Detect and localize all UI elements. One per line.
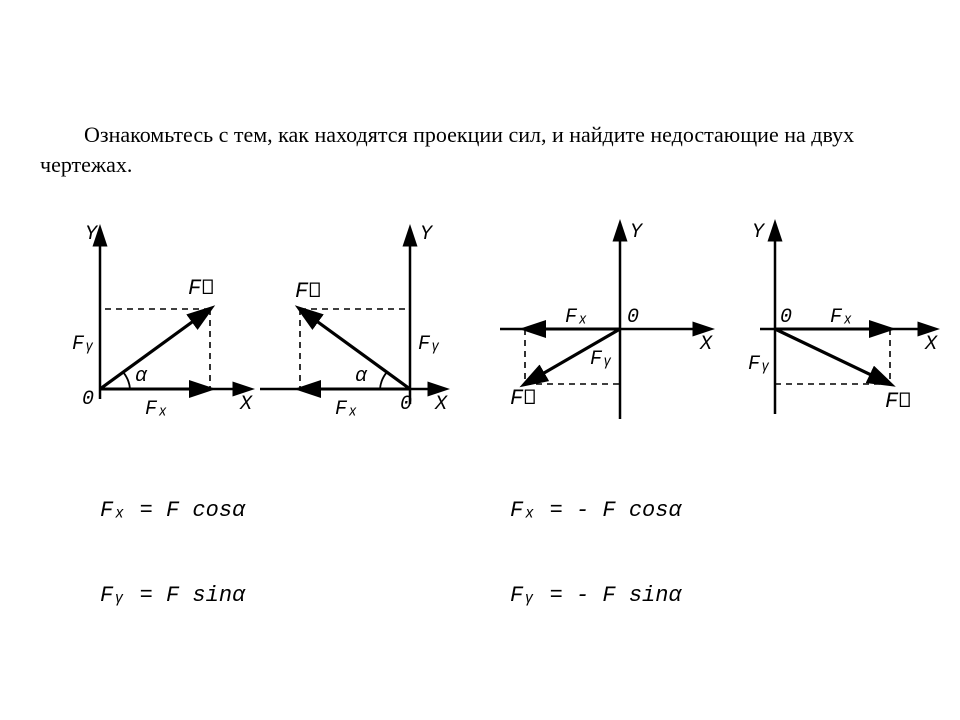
fy-label: Fᵧ xyxy=(72,333,96,356)
x-axis-label: X xyxy=(924,333,938,356)
fy-label: Fᵧ xyxy=(418,333,442,356)
y-axis-label: Y xyxy=(630,221,644,244)
x-axis-label: X xyxy=(699,333,713,356)
angle-arc xyxy=(380,372,387,389)
fx-label: Fₓ xyxy=(335,398,359,421)
formula-fx-1: Fₓ = F cosα xyxy=(100,497,245,526)
instruction-text: Ознакомьтесь с тем, как находятся проекц… xyxy=(40,120,920,179)
force-label: F⃗ xyxy=(510,386,536,411)
figure-row: Y X 0 F⃗ Fᵧ Fₓ α xyxy=(40,209,920,569)
fx-label: Fₓ xyxy=(565,306,589,329)
panel-quadrant-2: Y X 0 F⃗ Fᵧ Fₓ α xyxy=(250,209,450,429)
origin-label: 0 xyxy=(627,306,639,329)
panel-quadrant-4: Y X 0 Fₓ Fᵧ F⃗ xyxy=(730,209,940,429)
panel-quadrant-1: Y X 0 F⃗ Fᵧ Fₓ α xyxy=(60,209,260,429)
force-label: F⃗ xyxy=(295,279,321,304)
force-vector xyxy=(100,309,210,389)
angle-arc xyxy=(123,372,130,389)
fx-label: Fₓ xyxy=(830,306,854,329)
panel-quadrant-3: Y X 0 Fₓ Fᵧ F⃗ xyxy=(490,209,720,429)
origin-label: 0 xyxy=(400,393,412,416)
force-vector xyxy=(775,329,890,384)
formulas-panel-1: Fₓ = F cosα Fᵧ = F sinα xyxy=(100,439,245,668)
angle-label: α xyxy=(355,365,368,388)
fy-label: Fᵧ xyxy=(590,348,614,371)
origin-label: 0 xyxy=(780,306,792,329)
fx-label: Fₓ xyxy=(145,398,169,421)
origin-label: 0 xyxy=(82,388,94,411)
force-label: F⃗ xyxy=(885,389,911,414)
formula-fy-1: Fᵧ = F sinα xyxy=(100,582,245,611)
formula-fy-3: Fᵧ = - F sinα xyxy=(510,582,682,611)
y-axis-label: Y xyxy=(85,223,99,246)
formulas-panel-3: Fₓ = - F cosα Fᵧ = - F sinα xyxy=(510,439,682,668)
force-label: F⃗ xyxy=(188,276,214,301)
angle-label: α xyxy=(135,365,148,388)
x-axis-label: X xyxy=(434,393,448,416)
fy-label: Fᵧ xyxy=(748,353,772,376)
y-axis-label: Y xyxy=(752,221,766,244)
formula-fx-3: Fₓ = - F cosα xyxy=(510,497,682,526)
y-axis-label: Y xyxy=(420,223,434,246)
